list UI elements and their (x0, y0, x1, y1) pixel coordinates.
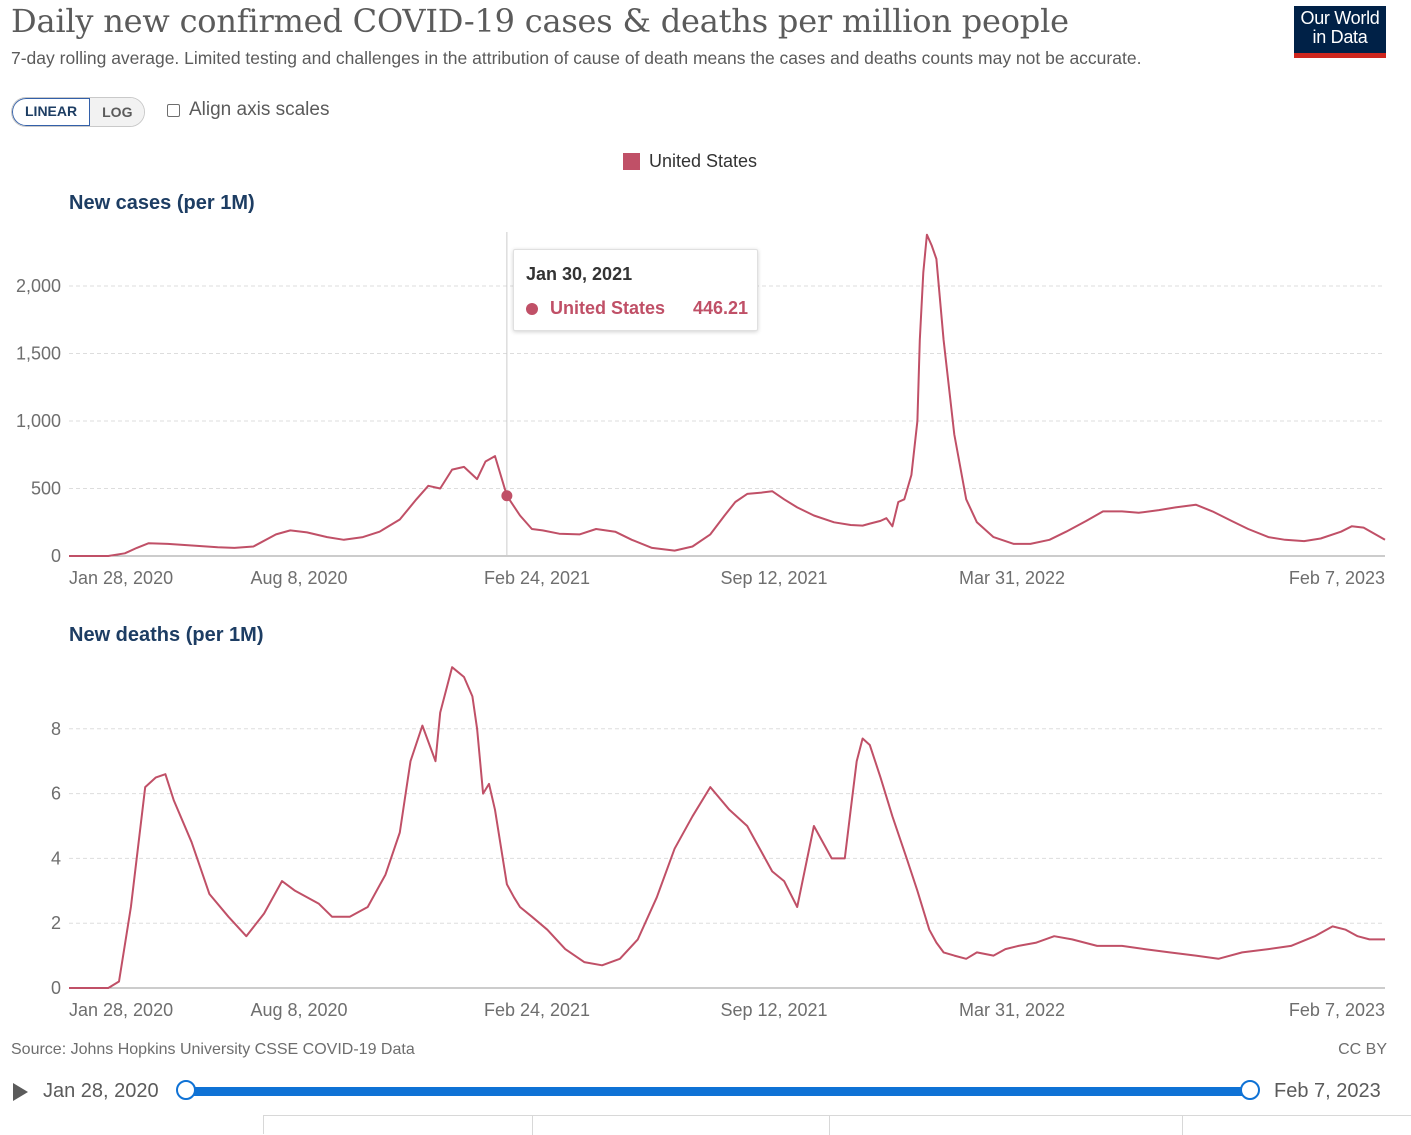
x-tick-label: Feb 24, 2021 (484, 568, 590, 588)
source-note: Source: Johns Hopkins University CSSE CO… (11, 1041, 415, 1058)
legend-item-united-states[interactable]: United States (623, 151, 757, 172)
align-axis-checkbox[interactable] (167, 103, 180, 117)
x-tick-label: Feb 7, 2023 (1289, 1000, 1385, 1020)
y-tick-label: 6 (51, 784, 61, 804)
y-tick-label: 2 (51, 913, 61, 933)
license-link[interactable]: CC BY (1338, 1041, 1387, 1058)
deaths-panel-title: New deaths (per 1M) (69, 624, 264, 646)
x-tick-label: Mar 31, 2022 (959, 1000, 1065, 1020)
series-line-united-states (69, 233, 1386, 557)
y-tick-label: 1,000 (16, 411, 61, 431)
y-tick-label: 500 (31, 479, 61, 499)
tooltip-series-dot (526, 302, 538, 315)
log-scale-button[interactable]: LOG (90, 98, 145, 126)
y-tick-label: 1,500 (16, 344, 61, 364)
x-tick-label: Aug 8, 2020 (250, 568, 347, 588)
x-tick-label: Sep 12, 2021 (720, 1000, 827, 1020)
tooltip: Jan 30, 2021 United States 446.21 (513, 249, 758, 331)
series-line-united-states (69, 666, 1385, 989)
play-icon[interactable] (13, 1083, 28, 1101)
linear-scale-button[interactable]: LINEAR (12, 98, 91, 126)
logo-line-1: Our World (1300, 8, 1380, 28)
tab-separator (829, 1116, 830, 1135)
y-tick-label: 8 (51, 719, 61, 739)
highlight-point (501, 490, 513, 502)
timeline-start-handle[interactable] (176, 1080, 196, 1100)
x-tick-label: Feb 7, 2023 (1289, 568, 1385, 588)
timeline-end-handle[interactable] (1240, 1080, 1260, 1100)
timeline-track[interactable] (186, 1087, 1250, 1096)
legend-swatch (623, 153, 640, 170)
x-tick-label: Aug 8, 2020 (250, 1000, 347, 1020)
x-tick-label: Jan 28, 2020 (69, 568, 173, 588)
align-axis-label: Align axis scales (189, 99, 330, 120)
y-tick-label: 0 (51, 978, 61, 998)
legend-label: United States (649, 151, 758, 171)
x-tick-label: Feb 24, 2021 (484, 1000, 590, 1020)
y-tick-label: 2,000 (16, 276, 61, 296)
tooltip-date: Jan 30, 2021 (526, 264, 633, 284)
chart-subtitle: 7-day rolling average. Limited testing a… (11, 48, 1142, 68)
bottom-tab-bar (263, 1115, 1411, 1135)
tooltip-value: 446.21 (692, 298, 748, 318)
timeline-start-label: Jan 28, 2020 (43, 1080, 159, 1102)
timeline-end-label: Feb 7, 2023 (1274, 1080, 1381, 1102)
align-axis-toggle[interactable]: Align axis scales (167, 99, 329, 121)
owid-logo[interactable]: Our World in Data (1294, 6, 1386, 58)
cases-panel-title: New cases (per 1M) (69, 192, 255, 214)
scale-toggle: LINEAR LOG (11, 97, 146, 127)
y-tick-label: 0 (51, 546, 61, 566)
tooltip-row: United States 446.21 (526, 298, 748, 319)
tab-separator (532, 1116, 533, 1135)
chart-title: Daily new confirmed COVID-19 cases & dea… (11, 2, 1069, 40)
x-tick-label: Mar 31, 2022 (959, 568, 1065, 588)
y-tick-label: 4 (51, 848, 61, 868)
x-tick-label: Sep 12, 2021 (720, 568, 827, 588)
x-tick-label: Jan 28, 2020 (69, 1000, 173, 1020)
tooltip-entity: United States (550, 298, 666, 318)
logo-line-2: in Data (1312, 27, 1368, 47)
tab-separator (1182, 1116, 1183, 1135)
